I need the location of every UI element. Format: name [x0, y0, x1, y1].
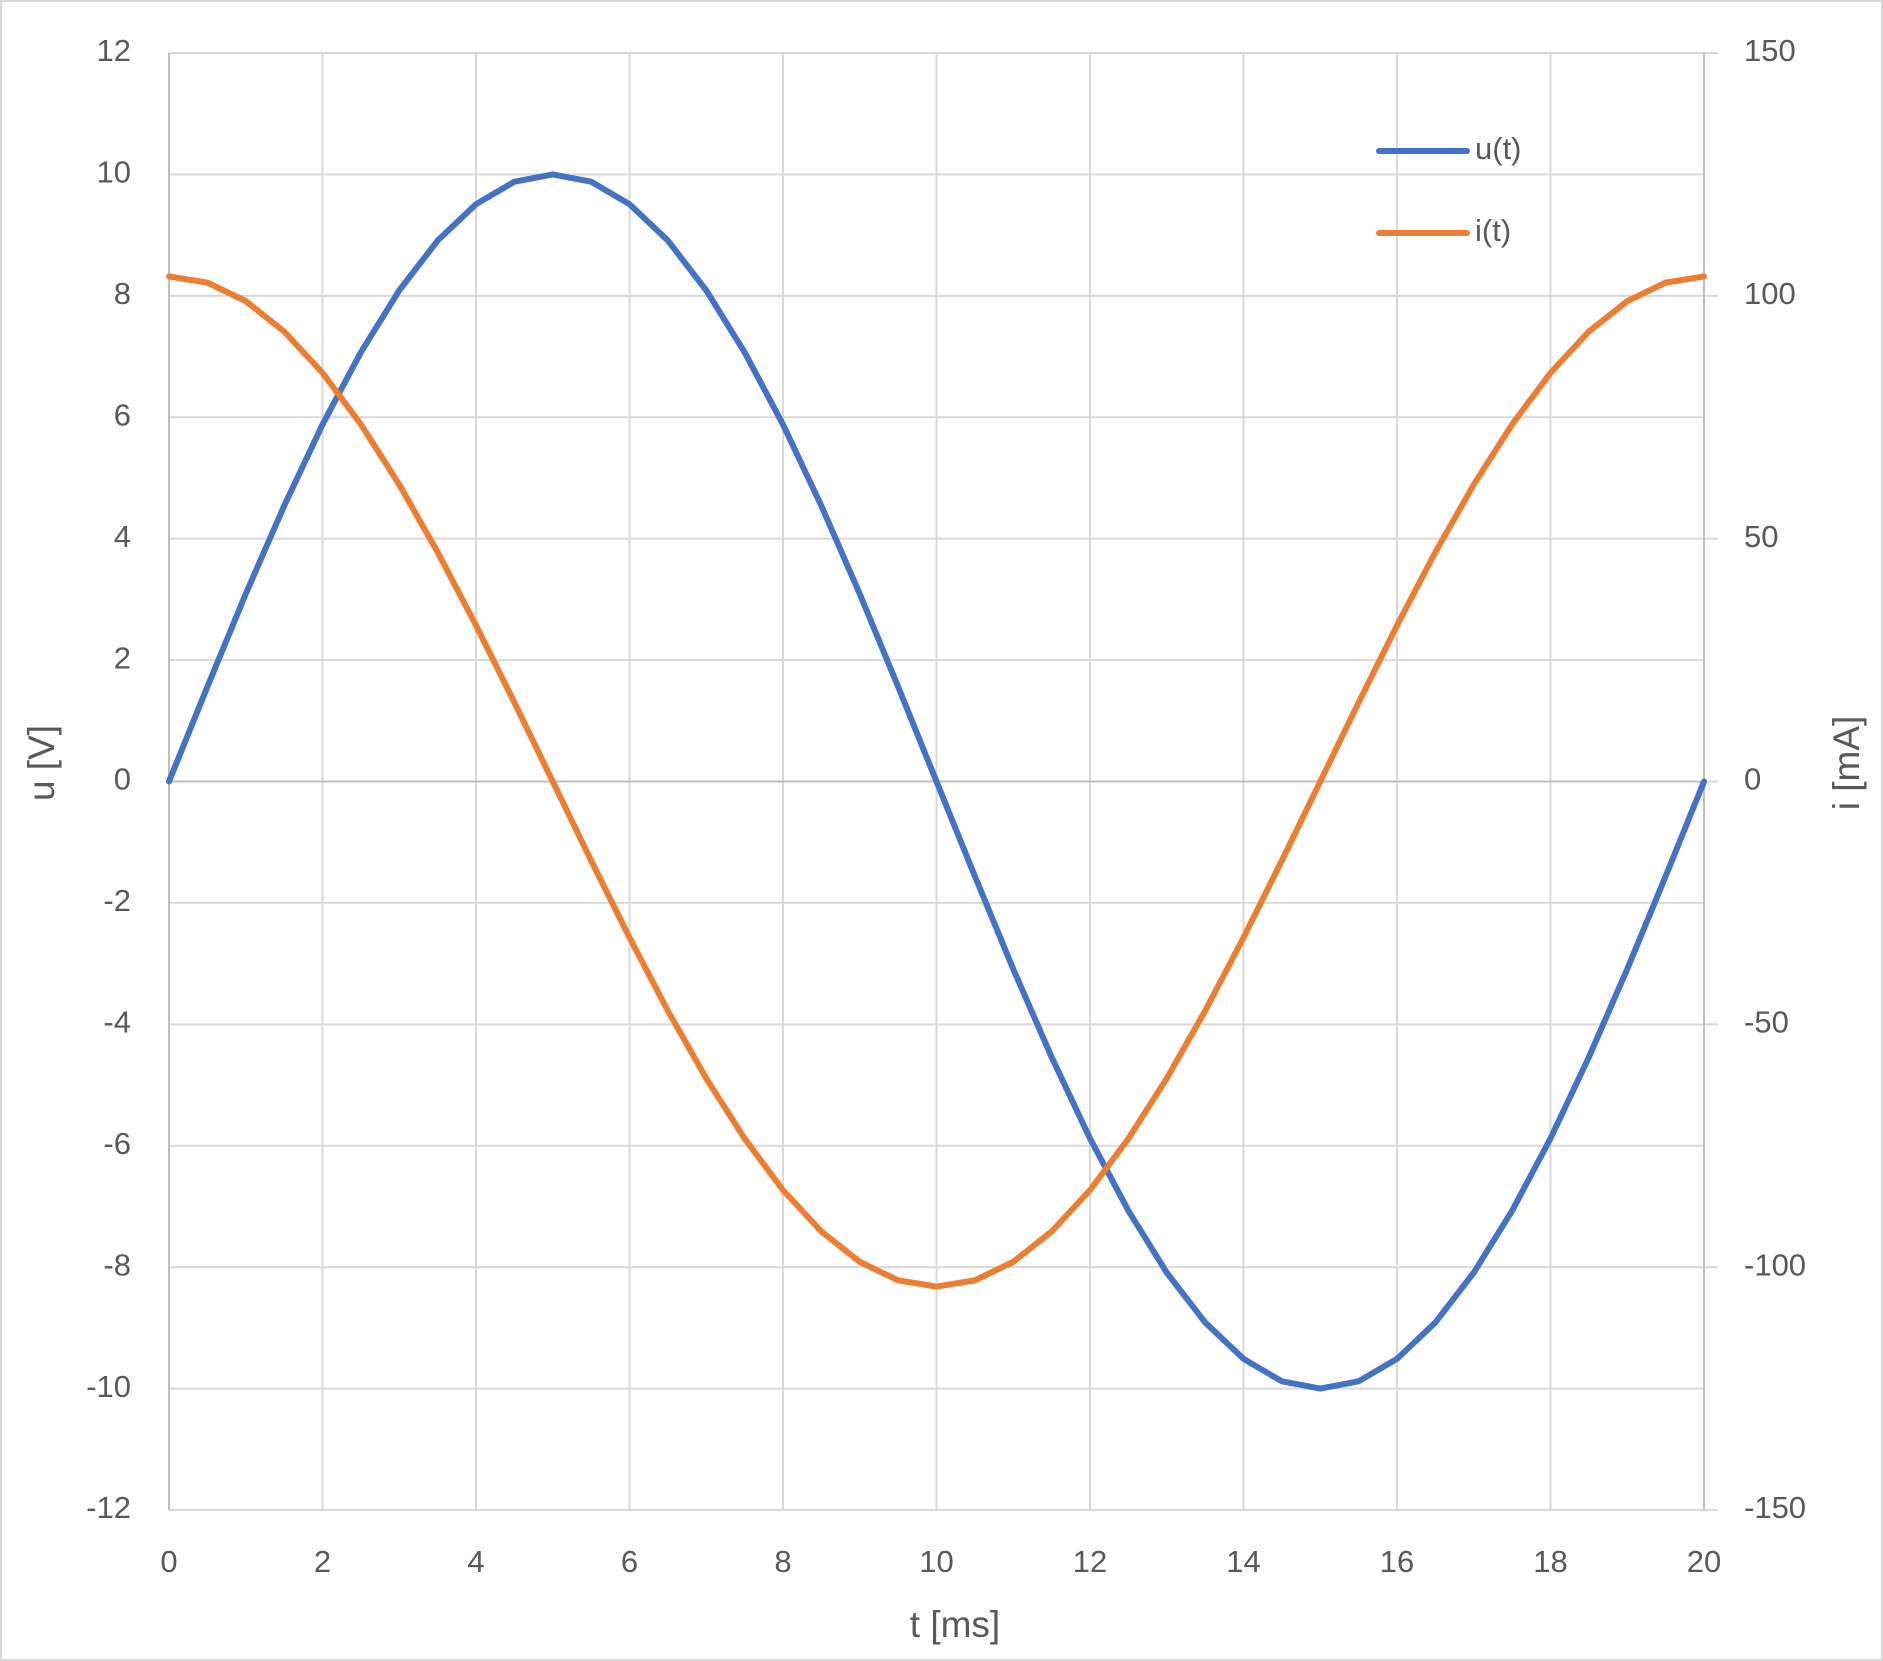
x-tick-label: 4 [467, 1544, 484, 1579]
x-tick-label: 12 [1073, 1544, 1107, 1579]
y2-tick-label: -150 [1744, 1490, 1806, 1525]
legend-label: i(t) [1475, 213, 1511, 248]
x-tick-label: 18 [1533, 1544, 1567, 1579]
y2-tick-label: 150 [1744, 33, 1796, 68]
y-axis-label: u [V] [21, 725, 62, 801]
x-tick-label: 20 [1687, 1544, 1721, 1579]
legend-label: u(t) [1475, 131, 1522, 166]
y2-tick-label: -100 [1744, 1247, 1806, 1282]
y2-axis-label: i [mA] [1826, 716, 1867, 811]
y-tick-label: 12 [97, 33, 131, 68]
x-axis-label: t [ms] [910, 1604, 1000, 1645]
y2-tick-label: 50 [1744, 519, 1778, 554]
y-tick-label: 8 [114, 276, 131, 311]
y-tick-label: 0 [114, 762, 131, 797]
x-tick-label: 0 [160, 1544, 177, 1579]
y-tick-label: 4 [114, 519, 131, 554]
y-tick-label: 6 [114, 397, 131, 432]
y2-tick-label: -50 [1744, 1005, 1789, 1040]
x-tick-label: 8 [774, 1544, 791, 1579]
y2-tick-label: 0 [1744, 762, 1761, 797]
y-tick-label: 2 [114, 640, 131, 675]
x-tick-label: 6 [621, 1544, 638, 1579]
y-tick-label: 10 [97, 155, 131, 190]
x-tick-label: 14 [1226, 1544, 1260, 1579]
y-tick-label: -8 [103, 1247, 131, 1282]
x-tick-label: 10 [919, 1544, 953, 1579]
y-tick-label: -12 [86, 1490, 131, 1525]
series-line [166, 273, 1707, 1290]
y-tick-label: -4 [103, 1005, 131, 1040]
y-tick-label: -10 [86, 1369, 131, 1404]
x-tick-label: 16 [1380, 1544, 1414, 1579]
y2-tick-label: 100 [1744, 276, 1796, 311]
y-tick-label: -6 [103, 1126, 131, 1161]
y-tick-label: -2 [103, 883, 131, 918]
series-line [166, 171, 1707, 1392]
x-tick-label: 2 [314, 1544, 331, 1579]
